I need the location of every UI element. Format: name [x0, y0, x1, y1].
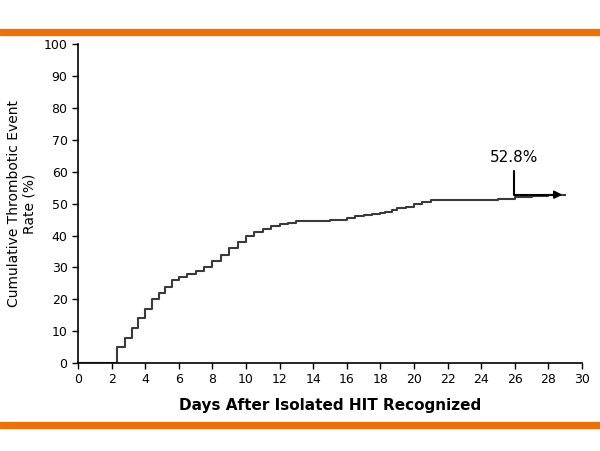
Text: Source: Am J Health-Syst Pharm © 2003 American Society of Health-System Pharmaci: Source: Am J Health-Syst Pharm © 2003 Am… [78, 435, 522, 445]
Bar [0, 28, 600, 35]
Text: Medscape®: Medscape® [9, 8, 97, 21]
Text: 52.8%: 52.8% [490, 150, 560, 198]
X-axis label: Days After Isolated HIT Recognized: Days After Isolated HIT Recognized [179, 398, 481, 413]
Text: www.medscape.com: www.medscape.com [210, 8, 347, 21]
Y-axis label: Cumulative Thrombotic Event
Rate (%): Cumulative Thrombotic Event Rate (%) [7, 100, 37, 307]
Bar [0, 422, 600, 428]
